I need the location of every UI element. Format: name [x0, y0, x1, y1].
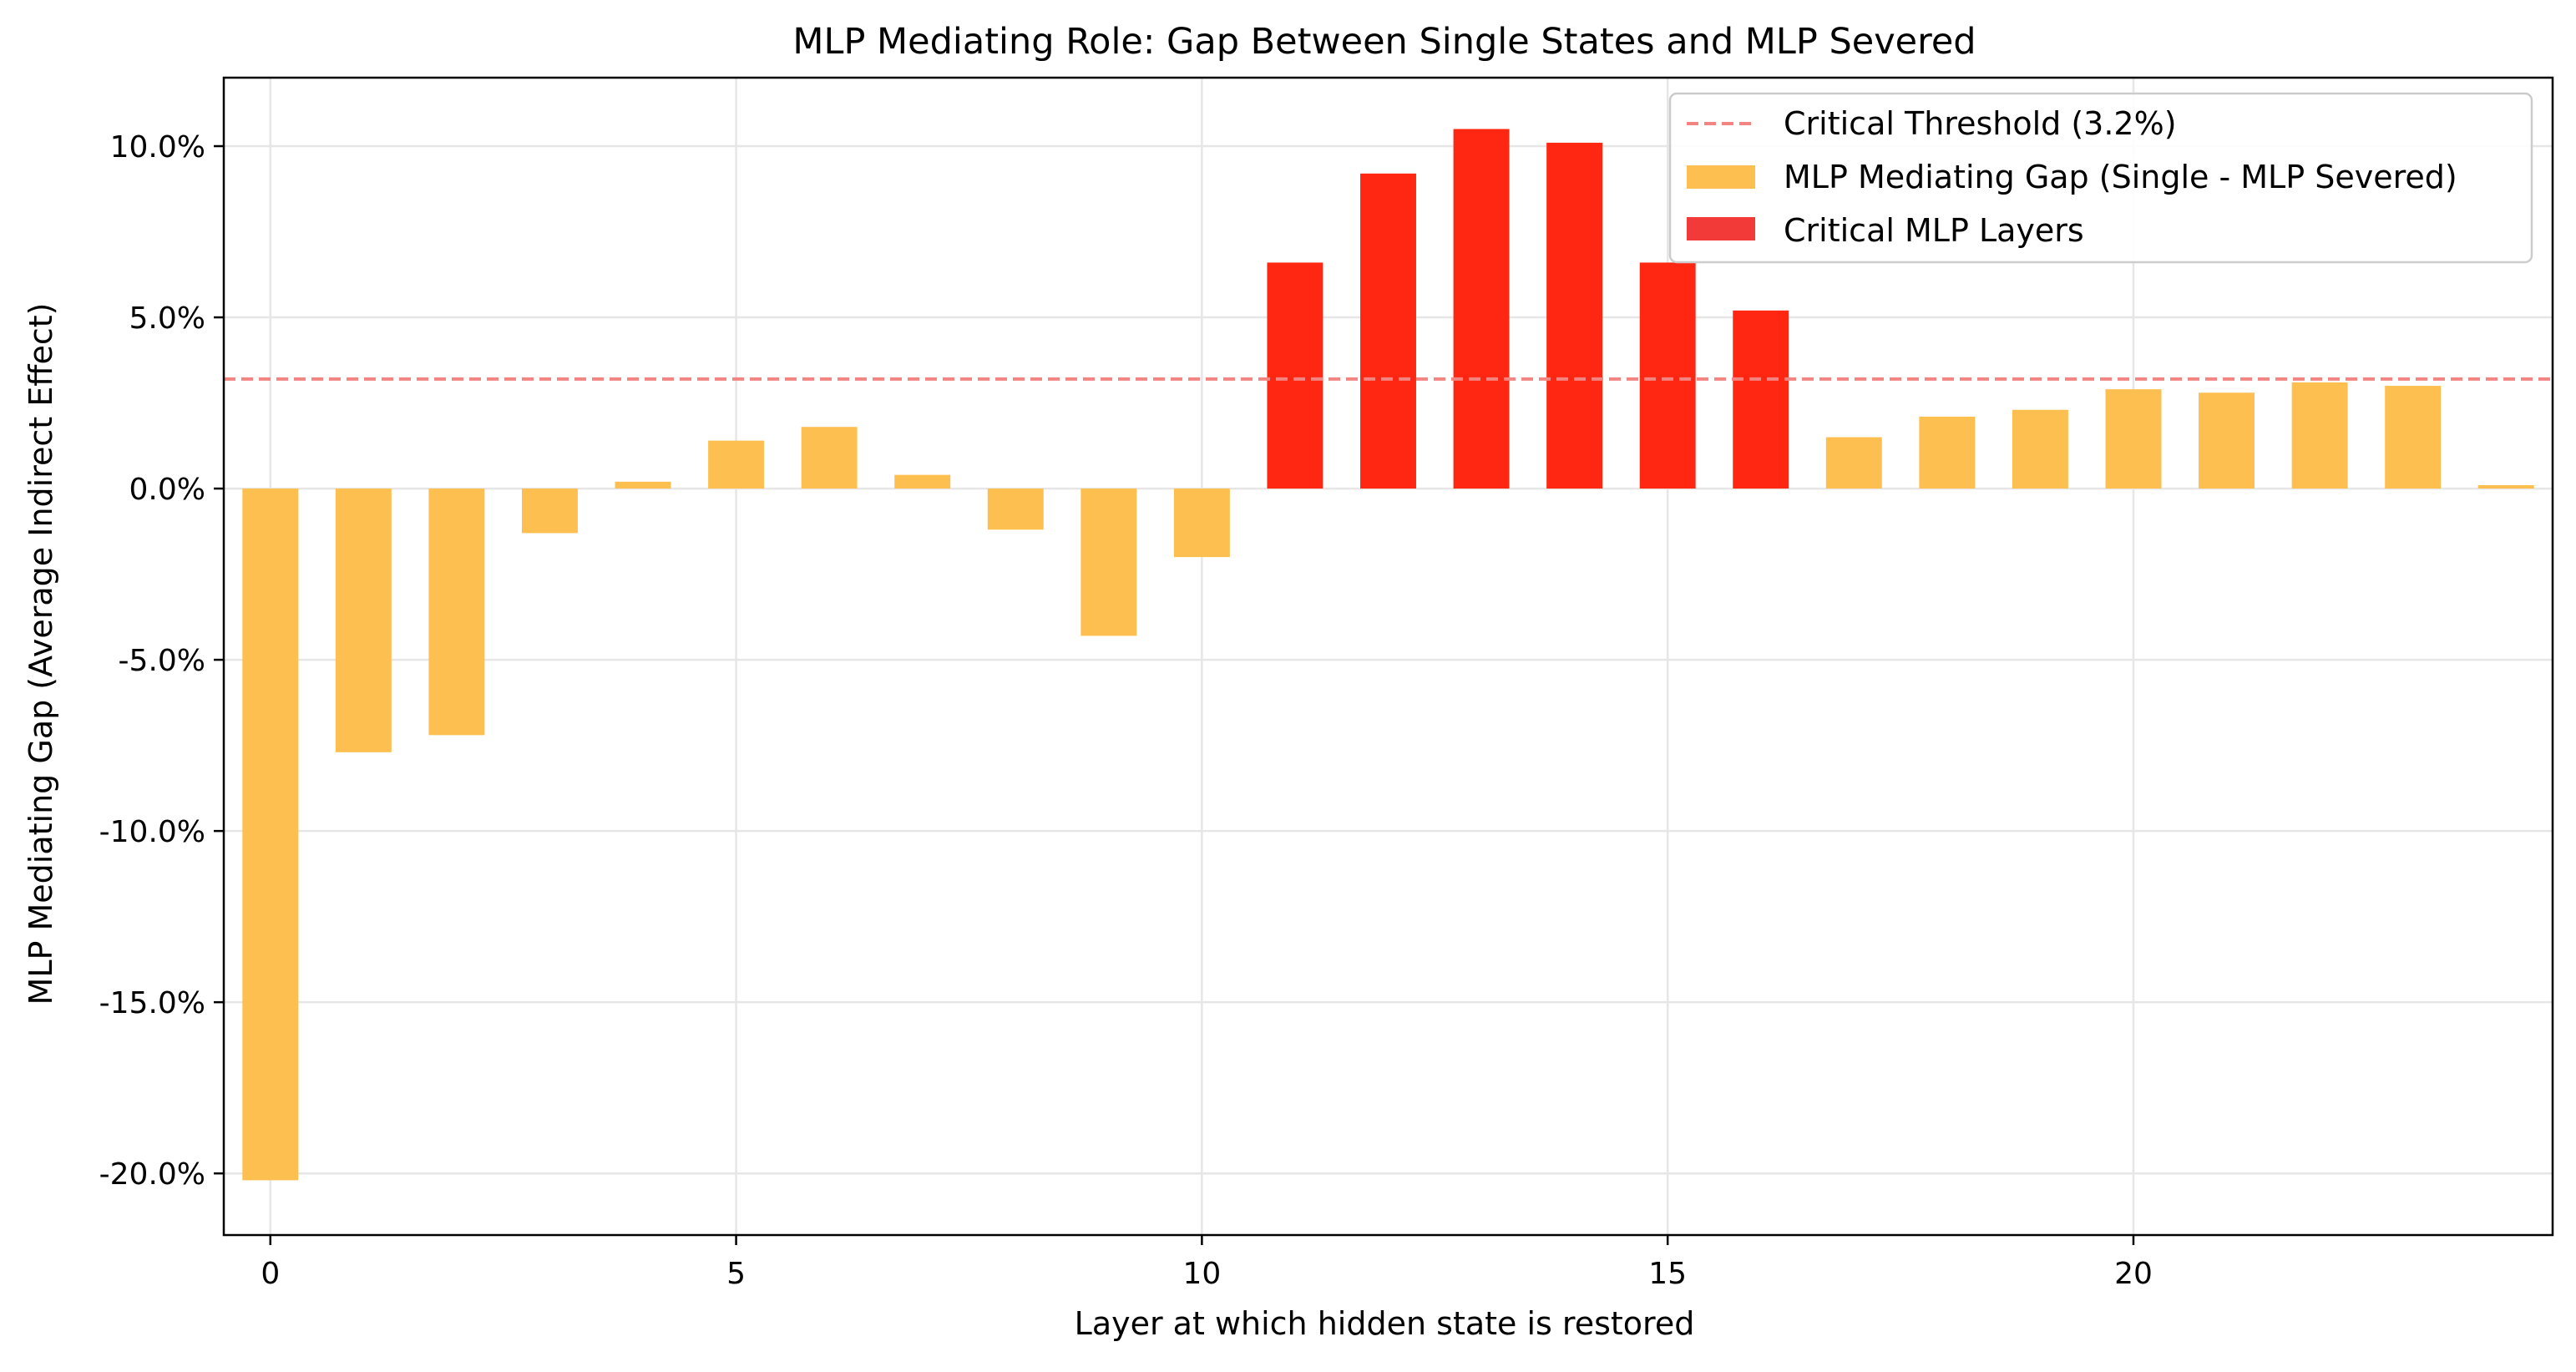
bar-layer-6 — [801, 427, 858, 489]
chart-title: MLP Mediating Role: Gap Between Single S… — [792, 21, 1976, 63]
bar-layer-1 — [335, 489, 392, 752]
legend-critical-label: Critical MLP Layers — [1784, 212, 2084, 249]
y-axis-ticks: -20.0% -15.0% -10.0% -5.0% 0.0% 5.0% 10.0% — [99, 130, 224, 1192]
y-tick-label: -10.0% — [99, 815, 205, 849]
bar-layer-7 — [894, 474, 951, 489]
legend: Critical Threshold (3.2%) MLP Mediating … — [1668, 92, 2533, 264]
bar-layer-0 — [242, 489, 299, 1181]
bar-layer-20 — [2105, 389, 2162, 489]
bar-layer-3 — [521, 489, 578, 534]
bars — [242, 129, 2534, 1181]
x-tick-label: 20 — [2114, 1257, 2153, 1291]
bar-layer-4 — [615, 481, 671, 489]
bar-layer-8 — [987, 489, 1044, 530]
bar-layer-10 — [1173, 489, 1230, 558]
legend-gap-swatch — [1687, 165, 1755, 189]
y-tick-label: 10.0% — [110, 130, 205, 165]
critical-bar-layer-14 — [1546, 142, 1603, 489]
x-tick-label: 0 — [261, 1257, 280, 1291]
x-axis-ticks: 0 5 10 15 20 — [261, 1235, 2153, 1291]
y-axis-label: MLP Mediating Gap (Average Indirect Effe… — [23, 303, 59, 1005]
plot-frame — [222, 76, 2554, 1237]
legend-threshold-label: Critical Threshold (3.2%) — [1784, 105, 2177, 142]
x-tick-label: 10 — [1182, 1257, 1221, 1291]
bar-layer-22 — [2291, 382, 2348, 489]
y-tick-label: 5.0% — [129, 301, 205, 336]
critical-bar-layer-11 — [1267, 262, 1323, 489]
critical-bar-layer-16 — [1733, 310, 1789, 489]
y-tick-label: 0.0% — [129, 473, 205, 507]
x-axis-label: Layer at which hidden state is restored — [1075, 1305, 1695, 1342]
y-tick-label: -20.0% — [99, 1157, 205, 1192]
y-tick-label: -5.0% — [119, 644, 205, 678]
critical-bar-layer-15 — [1639, 262, 1696, 489]
bar-layer-2 — [428, 489, 485, 736]
bar-layer-17 — [1825, 437, 1882, 489]
bar-layer-19 — [2012, 409, 2068, 489]
legend-gap-label: MLP Mediating Gap (Single - MLP Severed) — [1784, 159, 2457, 195]
x-tick-label: 5 — [726, 1257, 746, 1291]
bar-layer-5 — [708, 440, 765, 489]
y-tick-label: -15.0% — [99, 986, 205, 1020]
bar-layer-24 — [2477, 484, 2534, 489]
legend-box — [1668, 92, 2533, 264]
bar-layer-21 — [2199, 392, 2255, 489]
x-tick-label: 15 — [1648, 1257, 1687, 1291]
bar-layer-18 — [1919, 416, 1976, 489]
critical-bar-layer-13 — [1453, 129, 1510, 489]
bar-layer-23 — [2385, 386, 2442, 489]
bar-layer-9 — [1081, 489, 1137, 636]
legend-critical-swatch — [1687, 217, 1755, 240]
critical-bar-layer-12 — [1360, 173, 1416, 489]
